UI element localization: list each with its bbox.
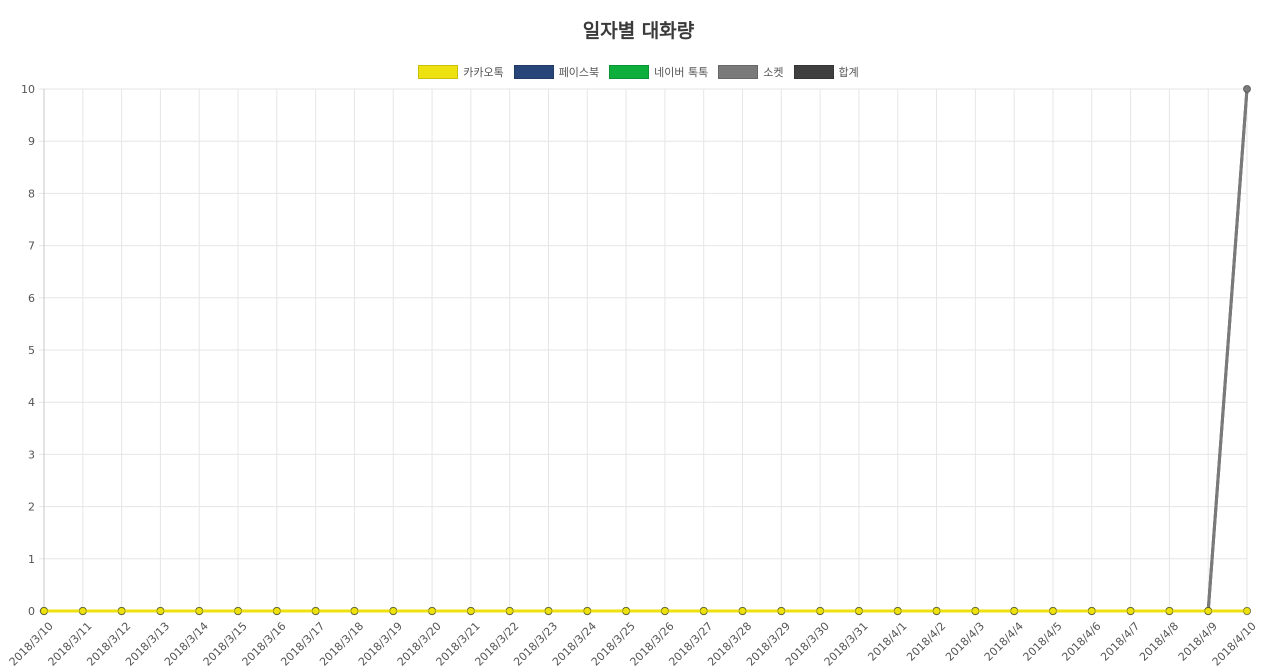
y-tick-label: 6 <box>28 292 35 305</box>
data-point[interactable] <box>1204 607 1213 615</box>
legend-label: 네이버 톡톡 <box>654 66 709 79</box>
series-layer <box>40 85 1251 615</box>
legend-label: 소켓 <box>763 66 784 79</box>
data-point[interactable] <box>156 607 165 615</box>
legend-item[interactable]: 네이버 톡톡 <box>609 64 708 80</box>
data-point[interactable] <box>1010 607 1019 615</box>
grid <box>39 88 1248 616</box>
data-point[interactable] <box>1243 85 1251 93</box>
data-point[interactable] <box>816 607 825 615</box>
legend-swatch <box>793 65 834 79</box>
data-point[interactable] <box>699 607 708 615</box>
data-point[interactable] <box>1087 607 1096 615</box>
data-point[interactable] <box>1048 607 1057 615</box>
data-point[interactable] <box>971 607 980 615</box>
data-point[interactable] <box>311 607 320 615</box>
data-point[interactable] <box>428 607 437 615</box>
data-point[interactable] <box>389 607 398 615</box>
legend-swatch <box>513 65 554 79</box>
y-tick-label: 9 <box>28 135 35 148</box>
x-tick-label: 2018/4/3 <box>943 620 987 664</box>
legend-item[interactable]: 소켓 <box>718 64 784 80</box>
data-point[interactable] <box>660 607 669 615</box>
y-tick-label: 5 <box>28 344 35 357</box>
y-tick-label: 8 <box>28 187 35 200</box>
data-point[interactable] <box>544 607 553 615</box>
y-tick-label: 4 <box>28 396 35 409</box>
x-tick-label: 2018/4/1 <box>865 620 909 664</box>
x-tick-label: 2018/4/4 <box>982 620 1026 664</box>
axes: 2018/3/102018/3/112018/3/122018/3/132018… <box>7 83 1259 669</box>
legend-swatch <box>418 65 459 79</box>
x-tick-label: 2018/4/8 <box>1137 620 1181 664</box>
legend-swatch <box>718 65 759 79</box>
x-tick-label: 2018/4/6 <box>1059 620 1103 664</box>
y-tick-label: 1 <box>28 553 35 566</box>
data-point[interactable] <box>1243 607 1251 615</box>
data-point[interactable] <box>117 607 126 615</box>
data-point[interactable] <box>272 607 281 615</box>
data-point[interactable] <box>234 607 243 615</box>
y-tick-label: 3 <box>28 448 35 461</box>
data-point[interactable] <box>777 607 786 615</box>
series-1 <box>40 607 1251 615</box>
y-tick-label: 0 <box>28 605 35 618</box>
y-tick-label: 2 <box>28 501 35 514</box>
x-tick-label: 2018/4/2 <box>904 620 948 664</box>
data-point[interactable] <box>195 607 204 615</box>
data-point[interactable] <box>1165 607 1174 615</box>
legend-label: 합계 <box>838 66 859 79</box>
y-tick-label: 10 <box>21 83 35 96</box>
legend-label: 페이스북 <box>558 66 600 79</box>
x-tick-label: 2018/4/5 <box>1021 620 1065 664</box>
data-point[interactable] <box>1126 607 1135 615</box>
legend-item[interactable]: 페이스북 <box>513 64 600 80</box>
data-point[interactable] <box>854 607 863 615</box>
data-point[interactable] <box>738 607 747 615</box>
data-point[interactable] <box>466 607 475 615</box>
data-point[interactable] <box>622 607 631 615</box>
legend-swatch <box>609 65 650 79</box>
data-point[interactable] <box>505 607 514 615</box>
data-point[interactable] <box>583 607 592 615</box>
data-point[interactable] <box>893 607 902 615</box>
x-tick-label: 2018/4/7 <box>1098 620 1142 664</box>
legend-label: 카카오톡 <box>463 66 504 79</box>
legend-item[interactable]: 카카오톡 <box>418 64 504 80</box>
data-point[interactable] <box>350 607 359 615</box>
data-point[interactable] <box>932 607 941 615</box>
chart-title: 일자별 대화량 <box>582 20 695 42</box>
legend: 카카오톡 페이스북 네이버 톡톡 소켓 합계 <box>0 64 1277 80</box>
data-point[interactable] <box>78 607 87 615</box>
data-point[interactable] <box>40 607 48 615</box>
y-tick-label: 7 <box>28 240 35 253</box>
legend-item[interactable]: 합계 <box>793 64 859 80</box>
